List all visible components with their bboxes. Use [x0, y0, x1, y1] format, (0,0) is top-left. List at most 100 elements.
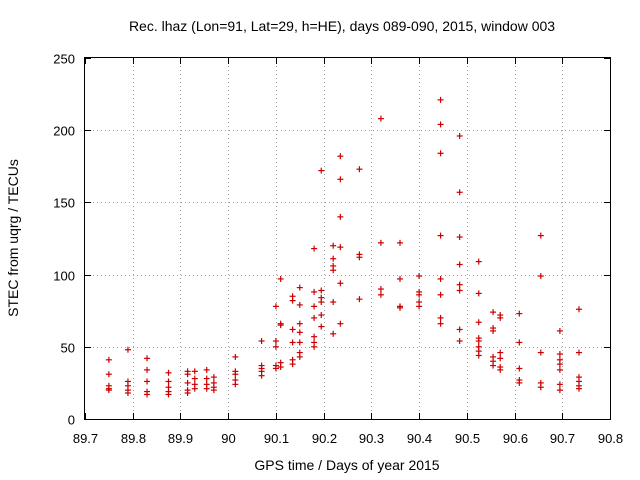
data-point: [516, 339, 523, 346]
data-point: [437, 232, 444, 239]
data-point: [203, 366, 210, 373]
data-point: [311, 314, 318, 321]
data-point: [575, 349, 582, 356]
x-tick-label: 90.6: [503, 431, 528, 446]
y-tick-label: 100: [53, 269, 75, 284]
data-point: [311, 333, 318, 340]
data-point: [105, 371, 112, 378]
data-point: [475, 258, 482, 265]
x-tick-label: 89.8: [121, 431, 146, 446]
data-point: [210, 374, 217, 381]
data-point: [311, 303, 318, 310]
y-tick-label: 150: [53, 196, 75, 211]
data-point: [377, 115, 384, 122]
axis-ticks: [85, 58, 611, 420]
data-point: [203, 375, 210, 382]
data-point: [356, 254, 363, 261]
data-point: [337, 244, 344, 251]
data-point: [437, 314, 444, 321]
data-point: [556, 327, 563, 334]
data-point: [497, 355, 504, 362]
data-point: [318, 323, 325, 330]
data-point: [497, 349, 504, 356]
data-point: [416, 273, 423, 280]
y-axis-label: STEC from uqrg / TECUs: [5, 159, 21, 317]
data-point: [475, 352, 482, 359]
data-point: [397, 275, 403, 282]
data-point: [124, 346, 131, 353]
data-point: [475, 290, 482, 297]
data-point: [456, 189, 463, 196]
data-point: [330, 299, 337, 306]
y-tick-label: 50: [61, 341, 75, 356]
data-point: [191, 375, 198, 382]
data-point: [416, 291, 423, 298]
data-point: [456, 234, 463, 241]
data-point: [296, 329, 303, 336]
data-point: [210, 387, 217, 394]
data-point: [537, 232, 544, 239]
y-tick-label: 200: [53, 124, 75, 139]
data-point: [296, 320, 303, 327]
data-point: [318, 287, 325, 294]
data-point: [437, 291, 444, 298]
data-point: [377, 291, 384, 298]
data-point: [165, 369, 172, 376]
data-point: [356, 296, 363, 303]
data-point: [318, 167, 325, 174]
data-point: [330, 330, 337, 337]
x-tick-label: 90: [221, 431, 235, 446]
data-point: [475, 319, 482, 326]
plot-frame: [84, 57, 611, 420]
y-tick-label: 250: [53, 52, 75, 67]
data-point: [289, 361, 296, 368]
data-point: [311, 288, 318, 295]
data-point: [377, 286, 384, 293]
data-point: [105, 387, 112, 394]
data-point: [311, 245, 318, 252]
data-point: [165, 378, 172, 385]
data-point: [537, 384, 544, 391]
data-point: [296, 301, 303, 308]
data-point: [575, 385, 582, 392]
data-point: [318, 299, 325, 306]
data-point: [516, 379, 523, 386]
data-point: [497, 366, 504, 373]
data-point: [516, 310, 523, 317]
data-point: [556, 381, 563, 388]
data-points: [105, 96, 582, 398]
data-point: [490, 309, 497, 316]
data-point: [232, 381, 239, 388]
data-point: [330, 255, 337, 262]
data-point: [437, 150, 444, 157]
data-point: [537, 349, 544, 356]
data-point: [144, 366, 151, 373]
x-tick-label: 89.7: [73, 431, 98, 446]
x-tick-label: 90.5: [455, 431, 480, 446]
data-point: [490, 362, 497, 369]
data-point: [337, 153, 344, 160]
data-point: [437, 275, 444, 282]
data-point: [296, 284, 303, 291]
x-tick-label: 90.4: [407, 431, 432, 446]
x-axis-label: GPS time / Days of year 2015: [254, 457, 439, 473]
chart-title: Rec. lhaz (Lon=91, Lat=29, h=HE), days 0…: [129, 18, 555, 34]
data-point: [497, 314, 504, 321]
data-point: [556, 387, 563, 394]
x-tick-label: 90.8: [598, 431, 623, 446]
data-point: [289, 339, 296, 346]
data-point: [203, 385, 210, 392]
data-point: [232, 371, 239, 378]
data-point: [475, 338, 482, 345]
data-point: [330, 267, 337, 274]
data-point: [272, 343, 279, 350]
y-tick-labels: 0 50 100 150 200 250: [53, 52, 75, 428]
data-point: [575, 306, 582, 313]
x-tick-label: 90.3: [359, 431, 384, 446]
data-point: [337, 176, 344, 183]
data-point: [456, 326, 463, 333]
data-point: [330, 242, 337, 249]
x-tick-label: 90.2: [312, 431, 337, 446]
data-point: [272, 338, 279, 345]
